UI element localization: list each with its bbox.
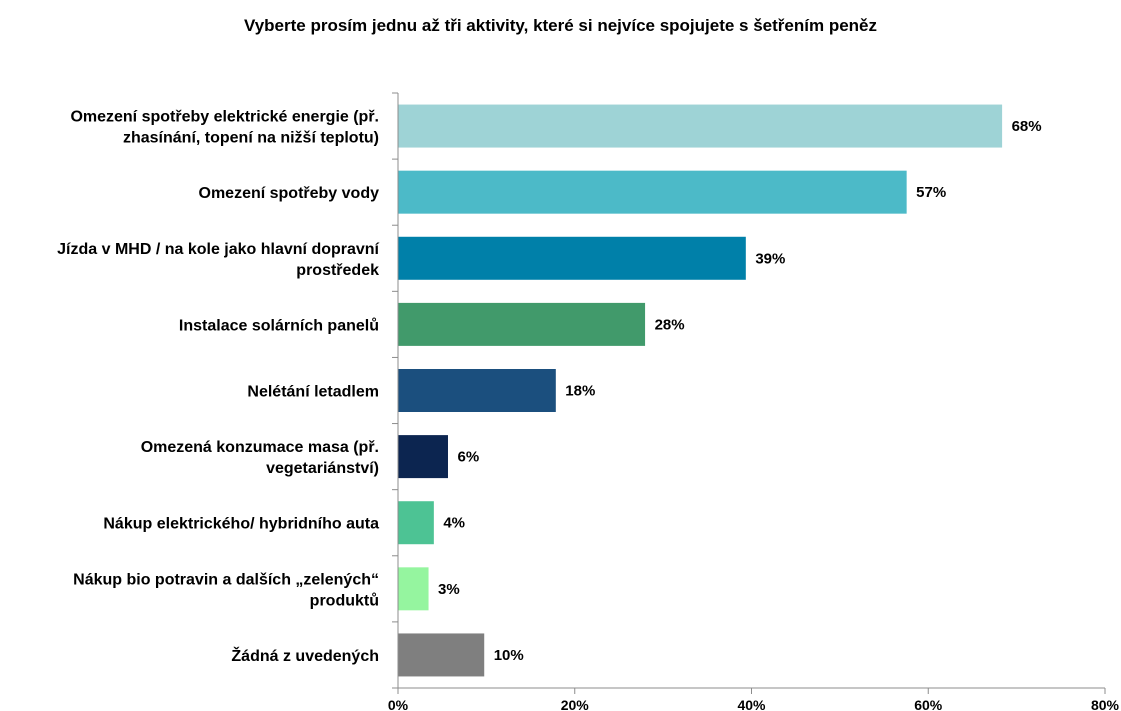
data-label: 57%: [916, 184, 946, 201]
category-label: vegetariánství): [266, 460, 379, 477]
data-label: 39%: [755, 250, 785, 267]
data-label: 3%: [438, 581, 460, 598]
bar: [398, 369, 556, 412]
data-label: 4%: [443, 515, 465, 532]
chart-title: Vyberte prosím jednu až tři aktivity, kt…: [243, 16, 877, 35]
category-label: Omezená konzumace masa (př.: [141, 439, 379, 456]
category-label: Nelétání letadlem: [247, 384, 379, 401]
data-label: 10%: [494, 647, 524, 664]
bar: [398, 302, 646, 346]
bar: [398, 567, 429, 611]
bar: [398, 104, 1003, 148]
category-label: Instalace solárních panelů: [179, 317, 379, 334]
category-label: Omezení spotřeby elektrické energie (př.: [70, 109, 379, 126]
category-label: prostředek: [296, 262, 379, 279]
category-label: Jízda v MHD / na kole jako hlavní doprav…: [57, 241, 379, 258]
x-tick-label: 60%: [914, 697, 943, 711]
bar: [398, 633, 485, 677]
x-tick-label: 0%: [388, 697, 409, 711]
bar: [398, 435, 448, 479]
category-label: zhasínání, topení na nižší teplotu): [123, 130, 379, 147]
category-label: Nákup bio potravin a dalších „zelených“: [73, 571, 379, 588]
bar: [398, 236, 746, 280]
data-label: 6%: [457, 449, 479, 466]
category-label: produktů: [310, 592, 379, 609]
data-label: 68%: [1012, 118, 1042, 135]
bar: [398, 501, 434, 545]
category-label: Žádná z uvedených: [231, 646, 379, 665]
x-tick-label: 80%: [1091, 697, 1120, 711]
x-tick-label: 40%: [737, 697, 766, 711]
data-label: 28%: [655, 316, 685, 333]
data-label: 18%: [565, 383, 595, 400]
x-tick-label: 20%: [561, 697, 590, 711]
category-label: Nákup elektrického/ hybridního auta: [103, 516, 379, 533]
bar: [398, 170, 907, 214]
category-label: Omezení spotřeby vody: [199, 185, 380, 202]
